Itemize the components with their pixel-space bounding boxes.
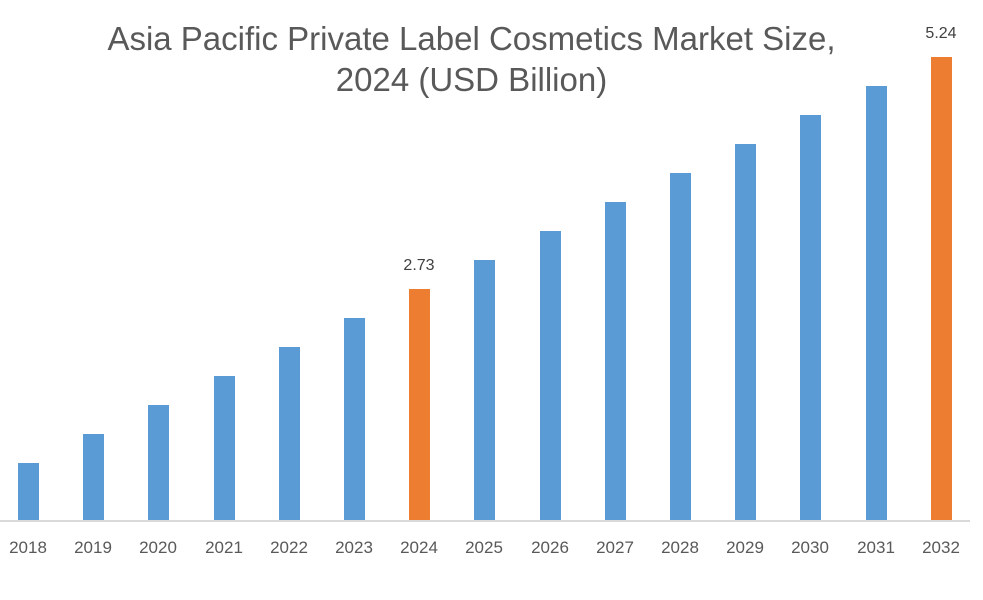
x-tick-label: 2026 [531,538,569,557]
x-tick-label: 2023 [335,538,373,557]
bar-2032 [931,57,952,520]
data-label-2024: 2.73 [403,257,435,274]
bar-2028 [670,173,691,520]
x-axis-line [0,520,970,522]
bar-2021 [214,376,235,520]
chart-title-line-2: 2024 (USD Billion) [335,61,608,98]
x-tick-label: 2025 [465,538,503,557]
x-tick-label: 2032 [922,538,960,557]
x-tick-label: 2019 [74,538,112,557]
x-tick-label: 2031 [857,538,895,557]
bar-2027 [605,202,626,520]
x-tick-label: 2018 [9,538,47,557]
chart-title-line-1: Asia Pacific Private Label Cosmetics Mar… [107,20,836,57]
bar-2024 [409,289,430,520]
chart-title: Asia Pacific Private Label Cosmetics Mar… [0,18,943,100]
bar-2019 [83,434,104,520]
bar-2029 [735,144,756,520]
x-tick-label: 2024 [400,538,438,557]
x-tick-label: 2021 [205,538,243,557]
x-tick-label: 2020 [139,538,177,557]
bar-2026 [540,231,561,520]
x-tick-label: 2029 [726,538,764,557]
x-tick-label: 2022 [270,538,308,557]
bar-2025 [474,260,495,520]
x-tick-label: 2027 [596,538,634,557]
bar-2023 [344,318,365,520]
bar-2020 [148,405,169,520]
bar-2022 [279,347,300,520]
x-tick-label: 2030 [791,538,829,557]
bar-2030 [800,115,821,520]
x-tick-label: 2028 [661,538,699,557]
bar-2031 [866,86,887,520]
bar-2018 [18,463,39,520]
data-label-2032: 5.24 [925,25,957,42]
